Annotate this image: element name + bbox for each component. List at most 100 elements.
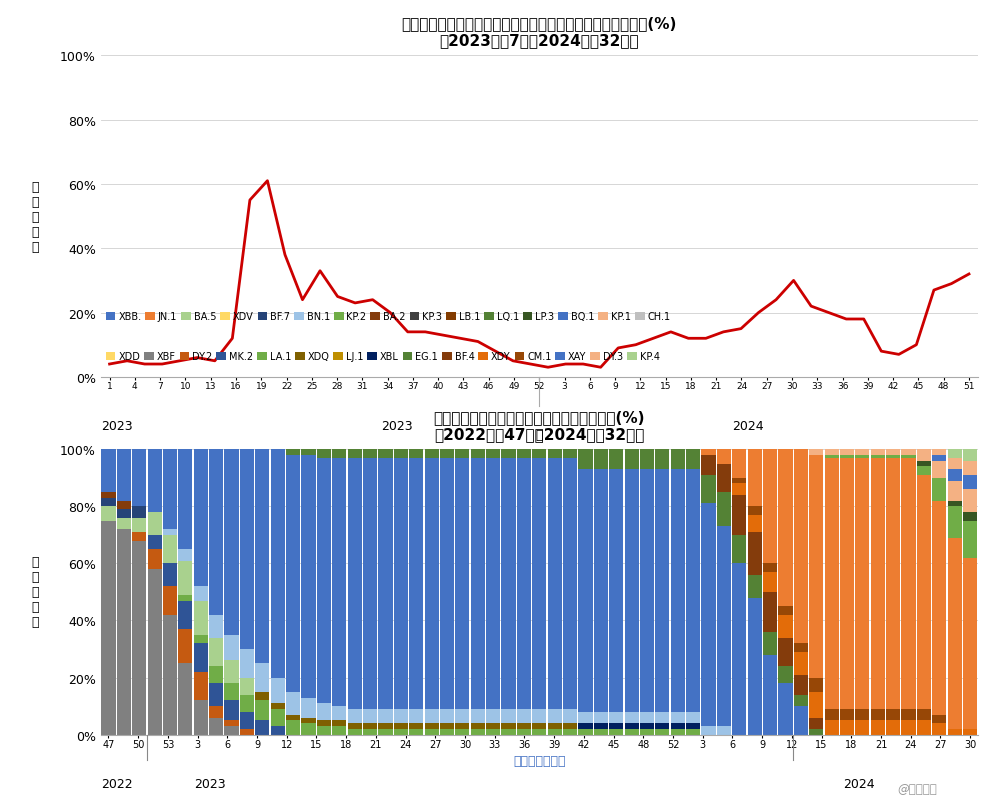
Bar	[271, 703, 285, 709]
Bar	[271, 709, 285, 726]
Bar	[486, 450, 500, 459]
Bar	[517, 709, 531, 724]
Bar	[702, 503, 716, 726]
Bar	[963, 521, 977, 558]
Bar	[317, 720, 331, 726]
Bar	[163, 564, 177, 586]
Bar	[702, 450, 716, 455]
Bar	[778, 450, 792, 606]
Bar	[655, 712, 669, 724]
Bar	[132, 532, 146, 541]
Bar	[748, 507, 762, 516]
Bar	[301, 450, 316, 455]
Bar	[424, 459, 438, 709]
Bar	[825, 459, 839, 709]
Bar	[194, 643, 208, 672]
Bar	[409, 724, 423, 729]
Bar	[517, 724, 531, 729]
Bar	[501, 459, 515, 709]
Bar	[917, 450, 931, 461]
Bar	[532, 450, 546, 459]
Bar	[932, 724, 947, 735]
Bar	[378, 459, 392, 709]
Bar	[840, 720, 854, 735]
Title: 公共衛生化驗所新冠病毒樣本基因分型構成比(%)
（2022年第47周至2024年第32周）: 公共衛生化驗所新冠病毒樣本基因分型構成比(%) （2022年第47周至2024年…	[433, 410, 645, 442]
Bar	[917, 461, 931, 467]
Bar	[439, 729, 454, 735]
Bar	[178, 601, 193, 630]
Bar	[763, 655, 777, 735]
Bar	[424, 724, 438, 729]
Bar	[378, 724, 392, 729]
Bar	[825, 455, 839, 459]
Bar	[547, 724, 561, 729]
Bar	[471, 729, 485, 735]
Bar	[240, 729, 254, 735]
Bar	[901, 709, 915, 720]
Bar	[286, 715, 300, 720]
Bar	[147, 569, 161, 735]
Bar	[655, 729, 669, 735]
Bar	[609, 470, 623, 712]
Bar	[301, 724, 316, 735]
Bar	[809, 718, 824, 729]
Legend: XDD, XBF, DY.2, MK.2, LA.1, XDQ, LJ.1, XBL, EG.1, BF.4, XDY, CM.1, XAY, DY.3, KP: XDD, XBF, DY.2, MK.2, LA.1, XDQ, LJ.1, X…	[106, 352, 659, 362]
Bar	[702, 726, 716, 735]
Bar	[348, 459, 362, 709]
Bar	[439, 724, 454, 729]
Bar	[948, 470, 962, 481]
Bar	[517, 729, 531, 735]
Bar	[686, 712, 701, 724]
Bar	[178, 630, 193, 663]
Bar	[409, 729, 423, 735]
Bar	[409, 709, 423, 724]
Bar	[594, 470, 608, 712]
Bar	[255, 450, 269, 663]
Bar	[225, 683, 239, 700]
X-axis label: 採樣時間（周）: 採樣時間（周）	[513, 755, 565, 768]
Bar	[532, 709, 546, 724]
Bar	[579, 724, 593, 729]
Bar	[640, 450, 654, 470]
Bar	[225, 726, 239, 735]
Bar	[717, 726, 731, 735]
Bar	[317, 703, 331, 720]
Bar	[594, 724, 608, 729]
Bar	[594, 712, 608, 724]
Bar	[225, 661, 239, 683]
Bar	[409, 450, 423, 459]
Bar	[102, 507, 116, 521]
Bar	[225, 720, 239, 726]
Bar	[563, 450, 578, 459]
Bar	[670, 712, 684, 724]
Bar	[655, 450, 669, 470]
Bar	[732, 495, 746, 535]
Bar	[809, 692, 824, 718]
Bar	[456, 724, 470, 729]
Bar	[856, 450, 870, 455]
Bar	[363, 709, 377, 724]
Bar	[547, 459, 561, 709]
Bar	[886, 455, 900, 459]
Bar	[793, 643, 807, 652]
Bar	[793, 707, 807, 735]
Bar	[963, 729, 977, 735]
Bar	[778, 615, 792, 638]
Bar	[517, 450, 531, 459]
Bar	[717, 527, 731, 726]
Bar	[594, 450, 608, 470]
Bar	[209, 718, 223, 735]
Bar	[547, 729, 561, 735]
Bar	[963, 461, 977, 475]
Bar	[871, 455, 885, 459]
Bar	[178, 549, 193, 560]
Bar	[194, 450, 208, 586]
Bar	[240, 678, 254, 695]
Bar	[963, 558, 977, 729]
Bar	[963, 490, 977, 512]
Bar	[532, 459, 546, 709]
Bar	[501, 709, 515, 724]
Bar	[748, 516, 762, 532]
Bar	[255, 692, 269, 700]
Bar	[825, 720, 839, 735]
